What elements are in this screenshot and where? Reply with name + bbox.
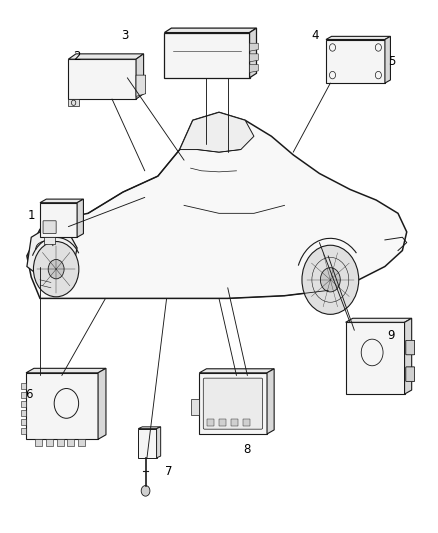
Polygon shape [40, 203, 77, 237]
Polygon shape [78, 439, 85, 446]
FancyBboxPatch shape [203, 378, 263, 429]
Circle shape [302, 245, 359, 314]
Polygon shape [21, 401, 26, 407]
Polygon shape [164, 28, 257, 33]
Polygon shape [250, 54, 258, 62]
Polygon shape [346, 318, 412, 322]
Polygon shape [21, 428, 26, 434]
Text: 2: 2 [73, 50, 81, 63]
Polygon shape [199, 369, 274, 373]
Polygon shape [40, 199, 83, 203]
Polygon shape [68, 59, 136, 99]
Text: 6: 6 [25, 387, 33, 401]
Text: 1: 1 [28, 209, 35, 222]
Polygon shape [156, 427, 161, 458]
Polygon shape [191, 399, 199, 415]
Polygon shape [136, 75, 146, 96]
Polygon shape [138, 427, 161, 429]
Polygon shape [250, 43, 258, 51]
Polygon shape [35, 439, 42, 446]
Polygon shape [250, 64, 258, 72]
Polygon shape [164, 33, 250, 78]
Polygon shape [46, 439, 53, 446]
Polygon shape [44, 237, 55, 244]
Polygon shape [21, 419, 26, 425]
Polygon shape [77, 199, 83, 237]
Polygon shape [26, 373, 98, 439]
Polygon shape [267, 369, 274, 434]
Polygon shape [346, 322, 405, 394]
Polygon shape [138, 429, 156, 458]
Text: 7: 7 [165, 465, 173, 478]
FancyBboxPatch shape [406, 341, 415, 355]
Polygon shape [57, 439, 64, 446]
Text: 8: 8 [244, 443, 251, 456]
Text: 9: 9 [388, 329, 395, 342]
FancyBboxPatch shape [406, 367, 415, 381]
Polygon shape [136, 54, 144, 99]
Polygon shape [180, 112, 254, 152]
Polygon shape [27, 112, 407, 298]
Polygon shape [26, 368, 106, 373]
Polygon shape [405, 318, 412, 394]
Polygon shape [68, 54, 144, 59]
Polygon shape [27, 227, 77, 280]
Text: 4: 4 [311, 29, 319, 42]
Polygon shape [326, 36, 390, 39]
Polygon shape [21, 410, 26, 416]
Polygon shape [243, 419, 250, 426]
Polygon shape [199, 373, 267, 434]
FancyBboxPatch shape [406, 341, 415, 355]
Polygon shape [67, 439, 74, 446]
Polygon shape [326, 39, 385, 83]
Polygon shape [98, 368, 106, 439]
Polygon shape [21, 392, 26, 398]
Polygon shape [385, 36, 390, 83]
FancyBboxPatch shape [43, 221, 56, 233]
Circle shape [48, 260, 64, 279]
Polygon shape [250, 28, 257, 78]
Polygon shape [207, 419, 214, 426]
Text: 5: 5 [388, 55, 395, 68]
Circle shape [33, 241, 79, 297]
Polygon shape [68, 99, 79, 107]
FancyBboxPatch shape [406, 367, 415, 381]
Text: 3: 3 [121, 29, 129, 42]
Circle shape [141, 486, 150, 496]
Circle shape [321, 268, 340, 292]
Polygon shape [219, 419, 226, 426]
Polygon shape [21, 383, 26, 389]
Polygon shape [231, 419, 238, 426]
